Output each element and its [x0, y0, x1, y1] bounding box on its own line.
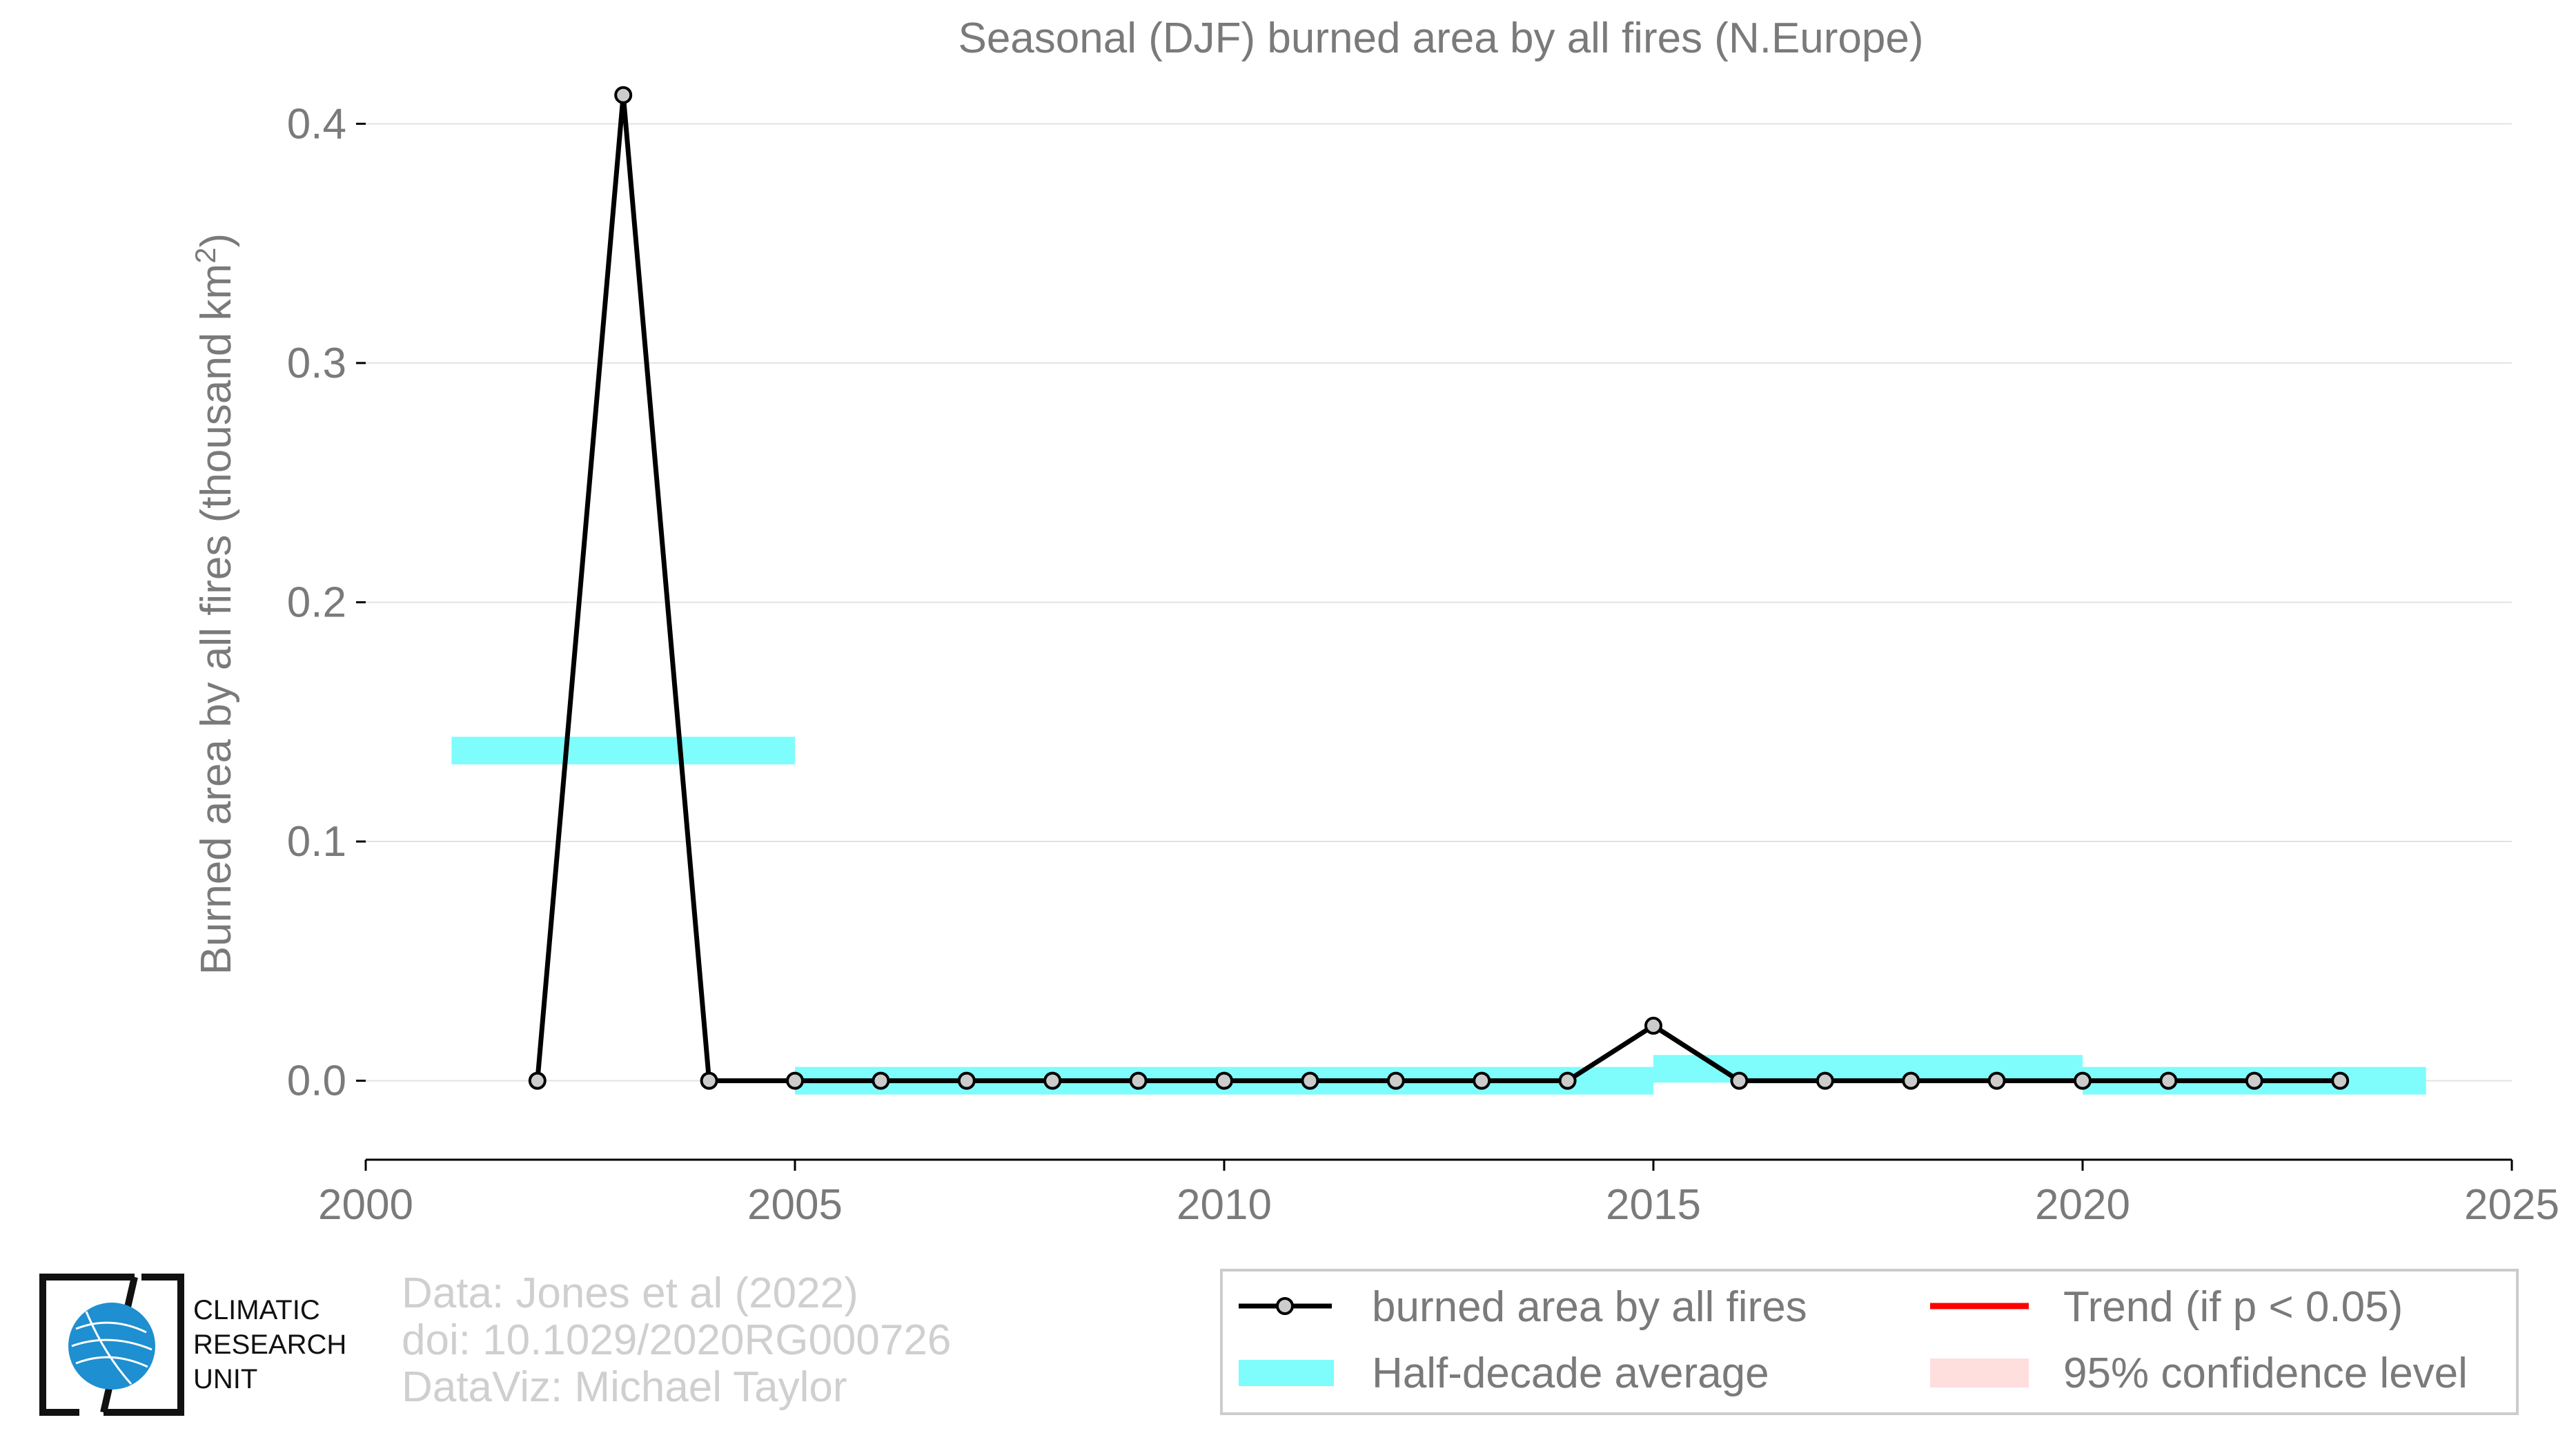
- data-point: [959, 1073, 974, 1089]
- y-tick-label: 0.4: [287, 100, 346, 148]
- data-point: [1903, 1073, 1918, 1089]
- legend-label-burned: burned area by all fires: [1372, 1283, 1807, 1331]
- x-tick-label: 2025: [2464, 1181, 2559, 1229]
- y-axis-label: Burned area by all fires (thousand km2): [189, 233, 240, 975]
- series-burned-area: [530, 88, 2348, 1089]
- data-point: [1646, 1018, 1661, 1033]
- data-point: [616, 88, 631, 103]
- y-tick-label: 0.1: [287, 818, 346, 866]
- legend-key-confidence: [1930, 1359, 2029, 1387]
- data-point: [1217, 1073, 1232, 1089]
- data-point: [2332, 1073, 2348, 1089]
- legend-key-burned-marker: [1277, 1298, 1292, 1314]
- data-point: [873, 1073, 888, 1089]
- cru-logo: [43, 1277, 181, 1412]
- data-point: [1302, 1073, 1317, 1089]
- half-decade-bands: [451, 737, 2426, 1094]
- credits: Data: Jones et al (2022) doi: 10.1029/20…: [402, 1270, 951, 1411]
- legend-label-confidence: 95% confidence level: [2063, 1350, 2468, 1397]
- data-point: [1731, 1073, 1747, 1089]
- data-point: [1388, 1073, 1404, 1089]
- y-tick-label: 0.3: [287, 340, 346, 387]
- x-tick-label: 2015: [1606, 1181, 1701, 1229]
- legend: burned area by all fires Trend (if p < 0…: [1221, 1270, 2517, 1414]
- series-line: [538, 95, 2340, 1081]
- data-point: [2247, 1073, 2262, 1089]
- y-tick-label: 0.2: [287, 578, 346, 626]
- legend-key-half-decade: [1239, 1360, 1334, 1386]
- x-tick-label: 2020: [2035, 1181, 2130, 1229]
- data-point: [530, 1073, 545, 1089]
- data-point: [2075, 1073, 2090, 1089]
- cru-line-1: CLIMATIC: [193, 1293, 346, 1327]
- cru-line-3: UNIT: [193, 1362, 346, 1396]
- x-tick-label: 2010: [1177, 1181, 1272, 1229]
- data-point: [1818, 1073, 1833, 1089]
- x-tick-label: 2005: [747, 1181, 843, 1229]
- y-tick-label: 0.0: [287, 1058, 346, 1105]
- grid-lines: [366, 124, 2512, 1080]
- credit-doi: doi: 10.1029/2020RG000726: [402, 1317, 951, 1364]
- data-point: [2161, 1073, 2176, 1089]
- data-point: [1131, 1073, 1146, 1089]
- credit-data-source: Data: Jones et al (2022): [402, 1270, 951, 1317]
- half-decade-band: [451, 737, 795, 764]
- data-point: [787, 1073, 803, 1089]
- chart-title: Seasonal (DJF) burned area by all fires …: [958, 14, 1923, 62]
- data-point: [702, 1073, 717, 1089]
- y-axis-label-suffix: ): [193, 233, 240, 248]
- cru-line-2: RESEARCH: [193, 1327, 346, 1362]
- x-tick-label: 2000: [318, 1181, 413, 1229]
- x-axis-ticks: 2000 2005 2010 2015 2020 2025: [318, 1160, 2559, 1229]
- data-point: [1989, 1073, 2005, 1089]
- data-point: [1045, 1073, 1060, 1089]
- y-axis-label-superscript: 2: [189, 247, 222, 263]
- y-axis-ticks: 0.0 0.1 0.2 0.3 0.4: [287, 100, 366, 1104]
- y-axis-label-main: Burned area by all fires (thousand km: [193, 264, 240, 975]
- data-point: [1474, 1073, 1489, 1089]
- legend-label-trend: Trend (if p < 0.05): [2063, 1283, 2403, 1331]
- cru-logo-text: CLIMATIC RESEARCH UNIT: [193, 1293, 346, 1396]
- credit-dataviz: DataViz: Michael Taylor: [402, 1364, 951, 1411]
- data-point: [1560, 1073, 1575, 1089]
- legend-label-half-decade: Half-decade average: [1372, 1350, 1769, 1397]
